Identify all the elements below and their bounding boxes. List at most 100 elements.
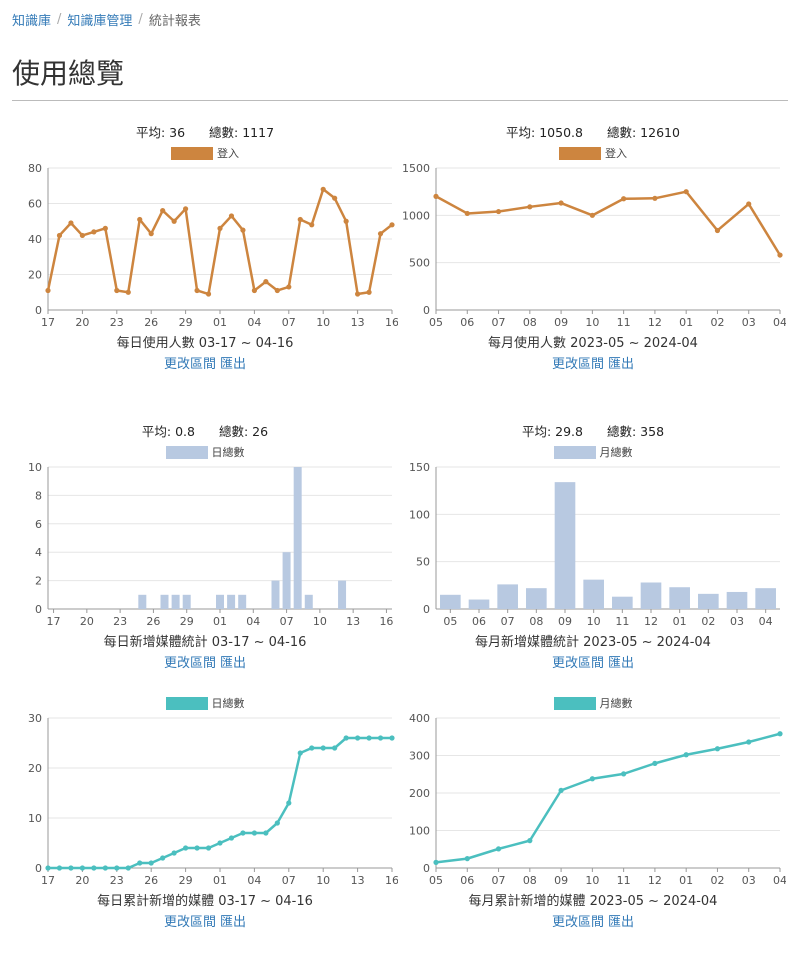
data-point: [114, 865, 120, 871]
x-tick-label: 07: [282, 874, 296, 887]
x-tick-label: 05: [443, 615, 457, 628]
y-tick-label: 10: [28, 812, 42, 825]
change-range-link[interactable]: 更改區間: [551, 357, 604, 372]
chart-daily-users: 0 20 40 60 80 17 20 23 26 29 01 04 07 10 13 16: [28, 162, 398, 329]
chart-actions: 更改區間 匯出: [12, 911, 398, 930]
y-tick-label: 400: [409, 712, 430, 725]
bar: [583, 579, 604, 609]
x-tick-label: 04: [773, 874, 786, 887]
change-range-link[interactable]: 更改區間: [163, 357, 216, 372]
export-link[interactable]: 匯出: [220, 357, 247, 372]
chart-panel-daily-media: 平均: 0.8 總數: 26 日總數 0 2 4 6 8 10 17 20 23 26 29 01 04 0…: [12, 421, 398, 671]
chart-legend[interactable]: 月總數: [400, 443, 786, 461]
y-tick-label: 2: [35, 575, 42, 588]
x-tick-label: 23: [113, 615, 127, 628]
chart-panel-daily-users: 平均: 36 總數: 1117 登入 0 20 40 60 80 17 20 23 26 29 01 0…: [12, 122, 398, 372]
x-tick-label: 29: [180, 615, 194, 628]
data-point: [137, 216, 143, 223]
x-tick-label: 05: [429, 874, 443, 887]
data-point: [433, 193, 439, 199]
chart-monthly-media: 0 50 100 150 05 06 07 08 09 10 11 12 01 02 03 04: [409, 461, 780, 628]
data-point: [286, 800, 292, 806]
y-tick-label: 100: [409, 825, 430, 838]
breadcrumb-item-knowledge-base[interactable]: 知識庫: [12, 14, 52, 29]
legend-label: 登入: [217, 147, 239, 160]
data-point: [309, 745, 315, 751]
export-link[interactable]: 匯出: [220, 915, 247, 930]
data-point: [114, 287, 120, 294]
chart-monthly-users: 0 500 1000 1500 05 06 07 08 09 10 11 12 01 02 03 04: [402, 162, 786, 329]
chart-legend[interactable]: 月總數: [400, 694, 786, 712]
data-point: [495, 846, 502, 852]
data-point: [377, 735, 384, 741]
y-tick-label: 1000: [402, 209, 430, 222]
data-point: [251, 287, 257, 294]
bar: [497, 584, 518, 609]
data-point: [320, 186, 326, 192]
data-point: [171, 850, 177, 856]
x-tick-label: 17: [47, 615, 61, 628]
chart-legend[interactable]: 日總數: [12, 694, 398, 712]
chart-panel-monthly-users: 平均: 1050.8 總數: 12610 登入 0 500 1000 1500 05 06 0…: [400, 122, 786, 372]
breadcrumb-item-kb-management[interactable]: 知識庫管理: [67, 14, 133, 29]
export-link[interactable]: 匯出: [220, 656, 247, 671]
data-point: [309, 222, 315, 228]
x-tick-label: 01: [213, 615, 227, 628]
x-tick-label: 16: [385, 316, 398, 329]
x-tick-label: 29: [179, 874, 193, 887]
stats-avg: 平均: 0.8: [141, 424, 195, 439]
data-point: [217, 840, 223, 846]
data-point: [355, 735, 361, 741]
x-tick-label: 10: [585, 874, 599, 887]
change-range-link[interactable]: 更改區間: [551, 915, 604, 930]
data-point: [332, 745, 338, 751]
x-tick-label: 20: [75, 316, 89, 329]
x-tick-label: 11: [617, 316, 631, 329]
data-point: [389, 222, 395, 228]
data-point: [286, 284, 292, 290]
data-point: [621, 196, 627, 202]
change-range-link[interactable]: 更改區間: [163, 915, 216, 930]
export-link[interactable]: 匯出: [608, 357, 635, 372]
stats-avg: 平均: 1050.8: [506, 125, 583, 140]
data-point: [527, 204, 533, 210]
x-tick-label: 10: [313, 615, 327, 628]
export-link[interactable]: 匯出: [608, 915, 635, 930]
chart-legend[interactable]: 日總數: [12, 443, 398, 461]
chart-legend[interactable]: 登入: [12, 144, 398, 162]
breadcrumb: 知識庫 / 知識庫管理 / 統計報表: [12, 10, 201, 29]
data-point: [228, 213, 235, 219]
x-tick-label: 09: [554, 316, 568, 329]
x-tick-label: 05: [429, 316, 443, 329]
x-tick-label: 08: [523, 874, 537, 887]
x-tick-label: 08: [523, 316, 537, 329]
export-link[interactable]: 匯出: [608, 656, 635, 671]
legend-label: 月總數: [599, 446, 633, 459]
data-point: [194, 287, 200, 294]
y-tick-label: 0: [35, 603, 42, 616]
change-range-link[interactable]: 更改區間: [163, 656, 216, 671]
chart-legend[interactable]: 登入: [400, 144, 786, 162]
x-tick-label: 04: [247, 316, 261, 329]
bar: [468, 599, 490, 609]
x-tick-label: 10: [587, 615, 601, 628]
x-tick-label: 04: [247, 874, 261, 887]
data-point: [297, 750, 303, 756]
x-tick-label: 16: [385, 874, 398, 887]
data-point: [320, 745, 326, 751]
page-title: 使用總覽: [12, 57, 125, 90]
legend-label: 日總數: [211, 697, 245, 710]
stats-avg: 平均: 36: [135, 125, 186, 140]
x-tick-label: 17: [41, 874, 55, 887]
data-point: [205, 845, 212, 851]
x-tick-label: 26: [144, 874, 158, 887]
legend-swatch: [559, 146, 601, 160]
stats-total: 總數: 26: [218, 424, 269, 439]
y-tick-label: 20: [28, 762, 42, 775]
bar: [160, 594, 169, 609]
x-tick-label: 01: [679, 316, 693, 329]
data-point: [343, 735, 349, 741]
data-point: [217, 225, 223, 231]
change-range-link[interactable]: 更改區間: [551, 656, 604, 671]
y-tick-label: 150: [409, 461, 430, 474]
